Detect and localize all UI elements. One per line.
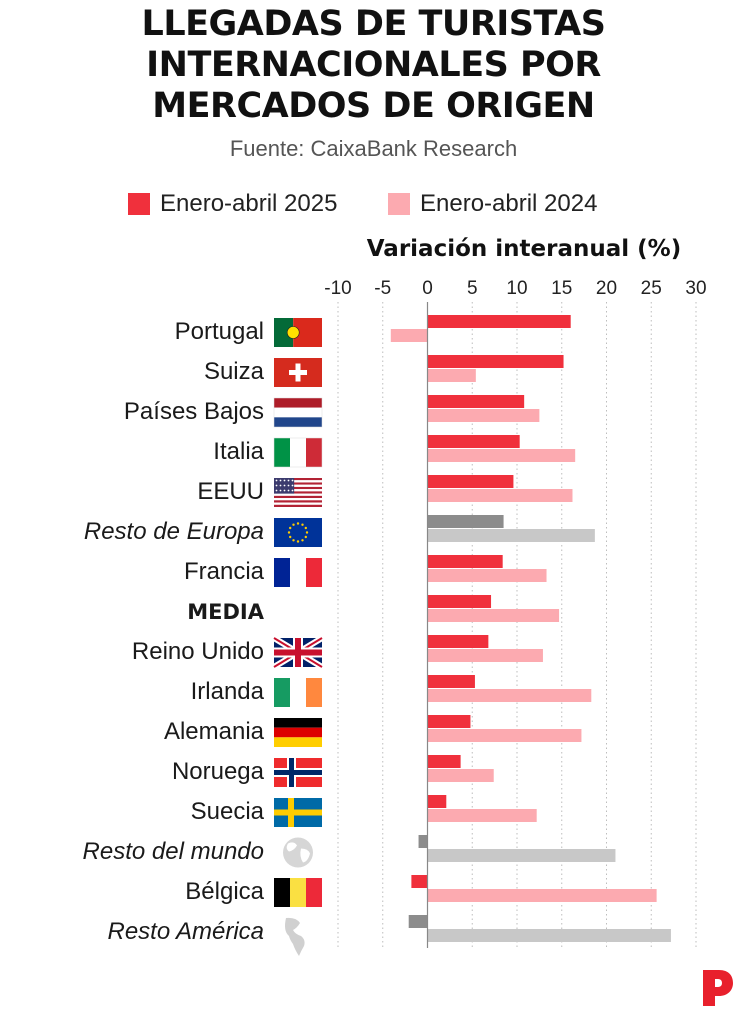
category-label: Reino Unido xyxy=(132,638,264,665)
legend-swatch-2024 xyxy=(388,193,410,215)
x-tick-label: 20 xyxy=(596,278,617,299)
italy-flag xyxy=(273,437,323,468)
eu-flag xyxy=(274,518,322,547)
bar-2025 xyxy=(427,355,564,368)
legend-label-2024: Enero-abril 2024 xyxy=(420,190,598,217)
usa-flag xyxy=(274,478,322,507)
category-label: Resto de Europa xyxy=(84,518,264,545)
legend: Enero-abril 2025 Enero-abril 2024 xyxy=(0,190,747,224)
legend-label-2025: Enero-abril 2025 xyxy=(160,190,338,217)
bar-2024 xyxy=(427,569,547,582)
americas-map-icon xyxy=(285,917,305,956)
category-label: Bélgica xyxy=(185,878,264,905)
bar-2024 xyxy=(427,889,657,902)
category-label: Italia xyxy=(213,438,264,465)
brand-logo-icon xyxy=(703,970,733,1006)
netherlands-flag xyxy=(273,397,323,428)
source-note: Fuente: CaixaBank Research xyxy=(229,136,518,161)
x-tick-label: 30 xyxy=(685,278,706,299)
category-label: EEUU xyxy=(197,478,264,505)
bar-2025 xyxy=(427,435,520,448)
bar-2024 xyxy=(427,609,560,622)
legend-item-2024: Enero-abril 2024 xyxy=(388,190,597,218)
bar-2024 xyxy=(427,689,592,702)
globe-icon xyxy=(283,837,313,868)
bar-2025 xyxy=(427,795,447,808)
legend-item-2025: Enero-abril 2025 xyxy=(128,190,337,218)
sweden-flag xyxy=(274,798,322,827)
bar-2024 xyxy=(427,529,595,542)
belgium-flag xyxy=(274,878,322,907)
bar-2025 xyxy=(427,475,514,488)
title-line-1: LLEGADAS DE TURISTAS xyxy=(141,4,606,44)
germany-flag xyxy=(274,718,322,747)
x-tick-label: 5 xyxy=(467,278,478,299)
uk-flag xyxy=(272,635,324,670)
bar-2025 xyxy=(427,395,525,408)
legend-swatch-2025 xyxy=(128,193,150,215)
bar-2025 xyxy=(427,635,489,648)
bar-2024 xyxy=(427,369,476,382)
bar-2025 xyxy=(427,515,504,528)
x-tick-label: 0 xyxy=(422,278,433,299)
category-label: Noruega xyxy=(172,758,265,785)
bar-2024 xyxy=(427,769,494,782)
x-tick-label: -5 xyxy=(374,278,391,299)
norway-flag xyxy=(274,758,322,787)
bar-2025 xyxy=(427,755,461,768)
x-axis-title: Variación interanual (%) xyxy=(366,236,682,262)
bar-2025 xyxy=(427,595,492,608)
switzerland-flag xyxy=(274,358,322,387)
x-tick-label: 25 xyxy=(641,278,662,299)
bar-2024 xyxy=(427,729,582,742)
category-label: Francia xyxy=(184,558,265,585)
bar-2025 xyxy=(427,555,503,568)
bar-2024 xyxy=(427,449,576,462)
x-tick-label: 15 xyxy=(551,278,572,299)
bar-2025 xyxy=(418,835,428,848)
bar-2024 xyxy=(427,649,543,662)
ireland-flag xyxy=(274,678,322,707)
bar-2025 xyxy=(408,915,428,928)
bar-2024 xyxy=(427,849,616,862)
category-label: Portugal xyxy=(175,318,264,345)
bar-2024 xyxy=(390,329,428,342)
x-tick-label: -10 xyxy=(324,278,351,299)
category-label: Irlanda xyxy=(191,678,265,705)
bar-2025 xyxy=(411,875,428,888)
category-label: Suecia xyxy=(191,798,265,825)
bar-2025 xyxy=(427,315,571,328)
category-label: Resto América xyxy=(108,918,265,945)
category-label: Resto del mundo xyxy=(83,838,264,865)
category-label: Países Bajos xyxy=(124,398,264,425)
bar-2025 xyxy=(427,715,471,728)
chart-title: LLEGADAS DE TURISTAS INTERNACIONALES POR… xyxy=(0,4,747,127)
title-line-2: INTERNACIONALES POR xyxy=(146,45,601,85)
bar-2024 xyxy=(427,929,671,942)
x-tick-label: 10 xyxy=(506,278,527,299)
category-label: Suiza xyxy=(204,358,265,385)
category-label: MEDIA xyxy=(187,600,264,624)
bar-2024 xyxy=(427,489,573,502)
bar-2024 xyxy=(427,809,537,822)
bar-2024 xyxy=(427,409,540,422)
france-flag xyxy=(274,558,322,587)
portugal-flag xyxy=(274,318,322,347)
category-label: Alemania xyxy=(164,718,265,745)
title-line-3: MERCADOS DE ORIGEN xyxy=(152,86,595,126)
bar-2025 xyxy=(427,675,475,688)
